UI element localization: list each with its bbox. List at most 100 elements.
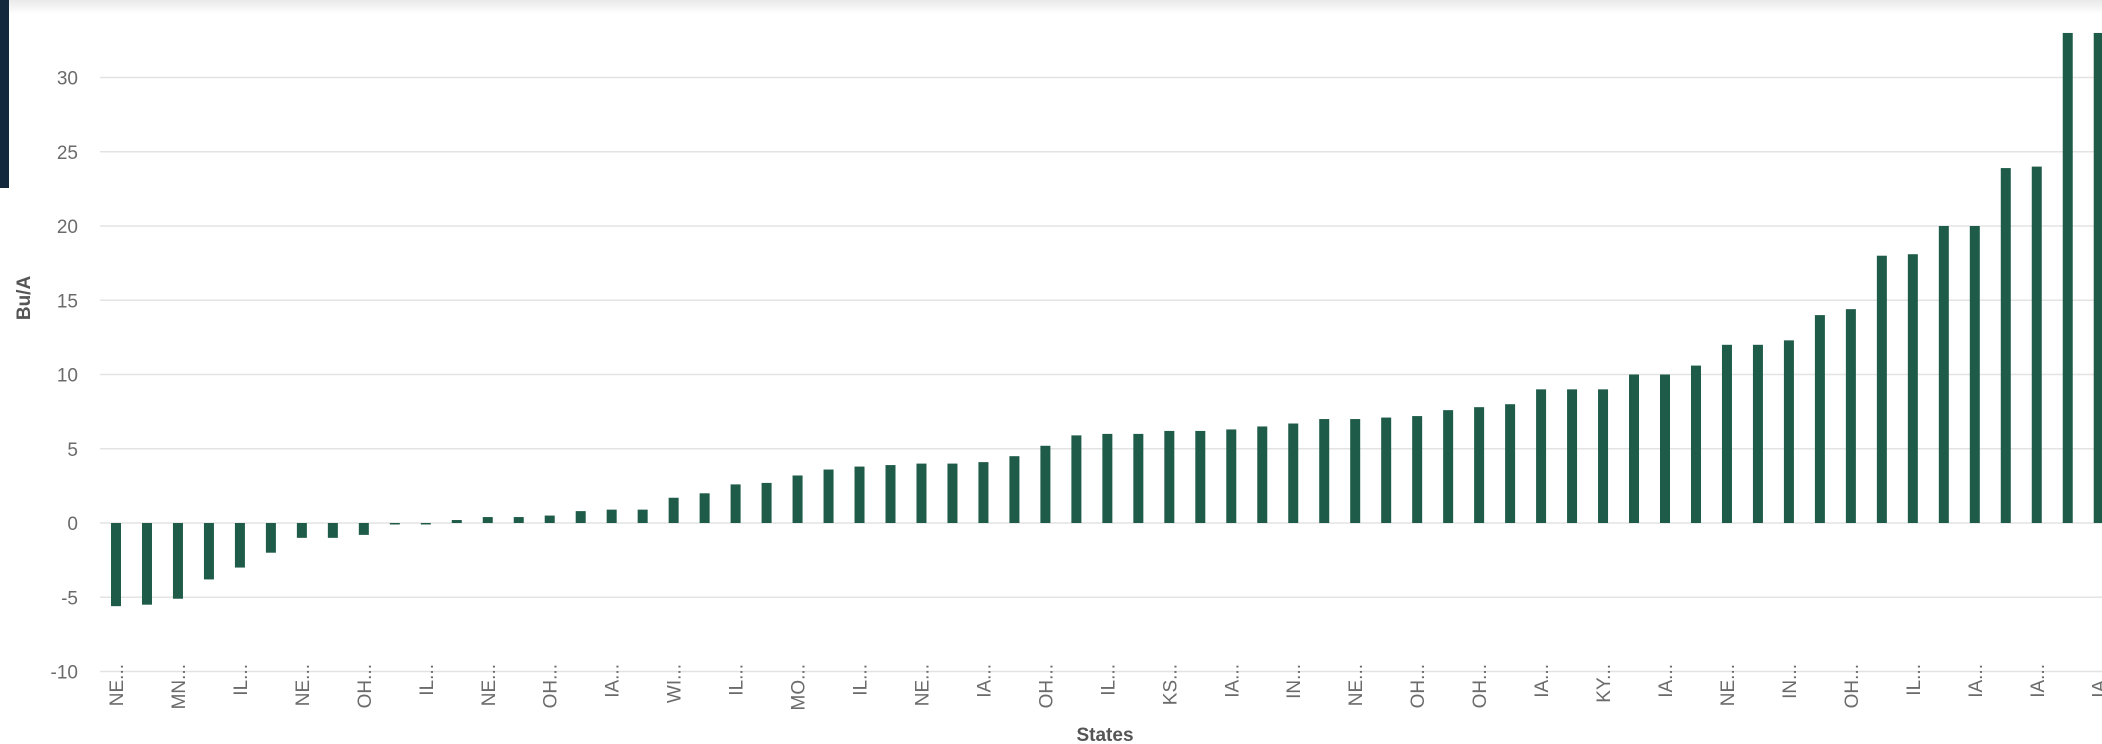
bar xyxy=(1690,365,1701,523)
bar xyxy=(513,517,524,523)
x-tick-label: KY... xyxy=(1594,664,1615,703)
bar xyxy=(1845,309,1856,523)
bar xyxy=(885,465,896,523)
bar xyxy=(1660,374,1670,523)
bar xyxy=(389,523,400,525)
bar xyxy=(823,469,834,523)
x-tick-label: NE... xyxy=(293,664,314,706)
bar xyxy=(234,523,245,568)
x-tick-label: MO... xyxy=(789,664,810,710)
bar xyxy=(482,517,493,523)
bar xyxy=(1009,456,1020,523)
x-tick-label: OH... xyxy=(355,664,376,708)
bar xyxy=(1629,374,1640,523)
bar xyxy=(1443,410,1454,523)
bar xyxy=(854,466,865,523)
bar xyxy=(111,523,121,607)
bar xyxy=(699,493,710,523)
bar xyxy=(1226,429,1237,523)
y-axis-title: Bu/A xyxy=(14,276,35,321)
x-axis-title: States xyxy=(1076,725,1133,744)
x-tick-label: IL... xyxy=(417,664,438,696)
bar xyxy=(1133,433,1144,523)
x-tick-label: WI... xyxy=(665,664,686,703)
x-tick-label: IA... xyxy=(974,664,995,698)
x-tick-label: KS... xyxy=(1160,664,1181,705)
x-tick-label: IL... xyxy=(851,664,872,696)
x-tick-label: OH... xyxy=(1036,664,1057,708)
x-tick-label: MN... xyxy=(169,664,190,709)
x-tick-label: IL... xyxy=(727,664,748,696)
x-axis-ticks: NE... MN... IL... NE... OH... IL... NE... OH...… xyxy=(107,664,2102,710)
bar xyxy=(1102,433,1113,523)
bar xyxy=(1814,315,1825,523)
y-tick-label: 0 xyxy=(67,514,78,535)
x-tick-label: IA... xyxy=(1222,664,1243,698)
bar xyxy=(1505,404,1516,523)
bar xyxy=(916,463,927,523)
y-axis-ticks: 30 25 20 15 10 5 0 -5 -10 xyxy=(51,69,78,684)
bar xyxy=(141,523,152,605)
x-tick-label: OH... xyxy=(1470,664,1491,708)
bar xyxy=(1474,407,1485,523)
bar xyxy=(1969,226,1980,523)
y-tick-label: 30 xyxy=(57,69,78,90)
bar xyxy=(1040,445,1051,523)
bar xyxy=(1536,389,1547,523)
x-tick-label: IL... xyxy=(231,664,252,696)
bar xyxy=(1381,417,1392,523)
x-tick-label: IA... xyxy=(2028,664,2049,698)
bar xyxy=(172,523,183,599)
bar xyxy=(792,475,803,523)
bar xyxy=(2000,168,2011,523)
bar xyxy=(544,515,555,523)
y-tick-label: 10 xyxy=(57,366,78,387)
bar xyxy=(327,523,338,538)
bar xyxy=(2062,32,2073,523)
x-tick-label: IL... xyxy=(1904,664,1925,696)
x-tick-label: IA... xyxy=(1532,664,1553,698)
bar xyxy=(1783,340,1794,523)
bar xyxy=(1938,226,1949,523)
bar xyxy=(451,520,462,523)
x-tick-label: IL... xyxy=(1098,664,1119,696)
x-tick-label: IA... xyxy=(2090,664,2102,698)
y-tick-label: 20 xyxy=(57,217,78,238)
bar xyxy=(1071,435,1082,523)
bar xyxy=(1412,416,1423,523)
x-tick-label: NE... xyxy=(912,664,933,706)
bar xyxy=(1288,423,1299,523)
bar xyxy=(203,523,214,580)
bar xyxy=(2093,32,2102,523)
bar xyxy=(1164,430,1175,523)
bar xyxy=(1752,344,1763,523)
top-shadow-bar xyxy=(0,0,2102,14)
bar xyxy=(358,523,369,535)
x-tick-label: IA... xyxy=(603,664,624,698)
y-tick-label: 5 xyxy=(67,440,78,461)
bar xyxy=(2031,166,2042,523)
x-tick-label: OH... xyxy=(541,664,562,708)
bar xyxy=(1257,426,1268,523)
bar xyxy=(1319,419,1330,523)
bar xyxy=(606,509,617,523)
bars xyxy=(111,32,2102,607)
x-tick-label: IN... xyxy=(1780,664,1801,699)
bar xyxy=(668,497,679,523)
x-tick-label: NE... xyxy=(1346,664,1367,706)
bar xyxy=(730,484,741,523)
y-tick-label: 25 xyxy=(57,143,78,164)
bar xyxy=(1721,344,1732,523)
y-tick-label: -10 xyxy=(51,663,78,684)
x-tick-label: IN... xyxy=(1284,664,1305,699)
bar xyxy=(420,523,431,525)
bar xyxy=(978,462,989,523)
bar xyxy=(761,482,772,523)
bar xyxy=(1567,389,1578,523)
gridlines xyxy=(100,76,2102,673)
bar xyxy=(947,463,958,523)
x-tick-label: NE... xyxy=(107,664,128,706)
x-tick-label: NE... xyxy=(1718,664,1739,706)
bar xyxy=(1350,419,1361,523)
